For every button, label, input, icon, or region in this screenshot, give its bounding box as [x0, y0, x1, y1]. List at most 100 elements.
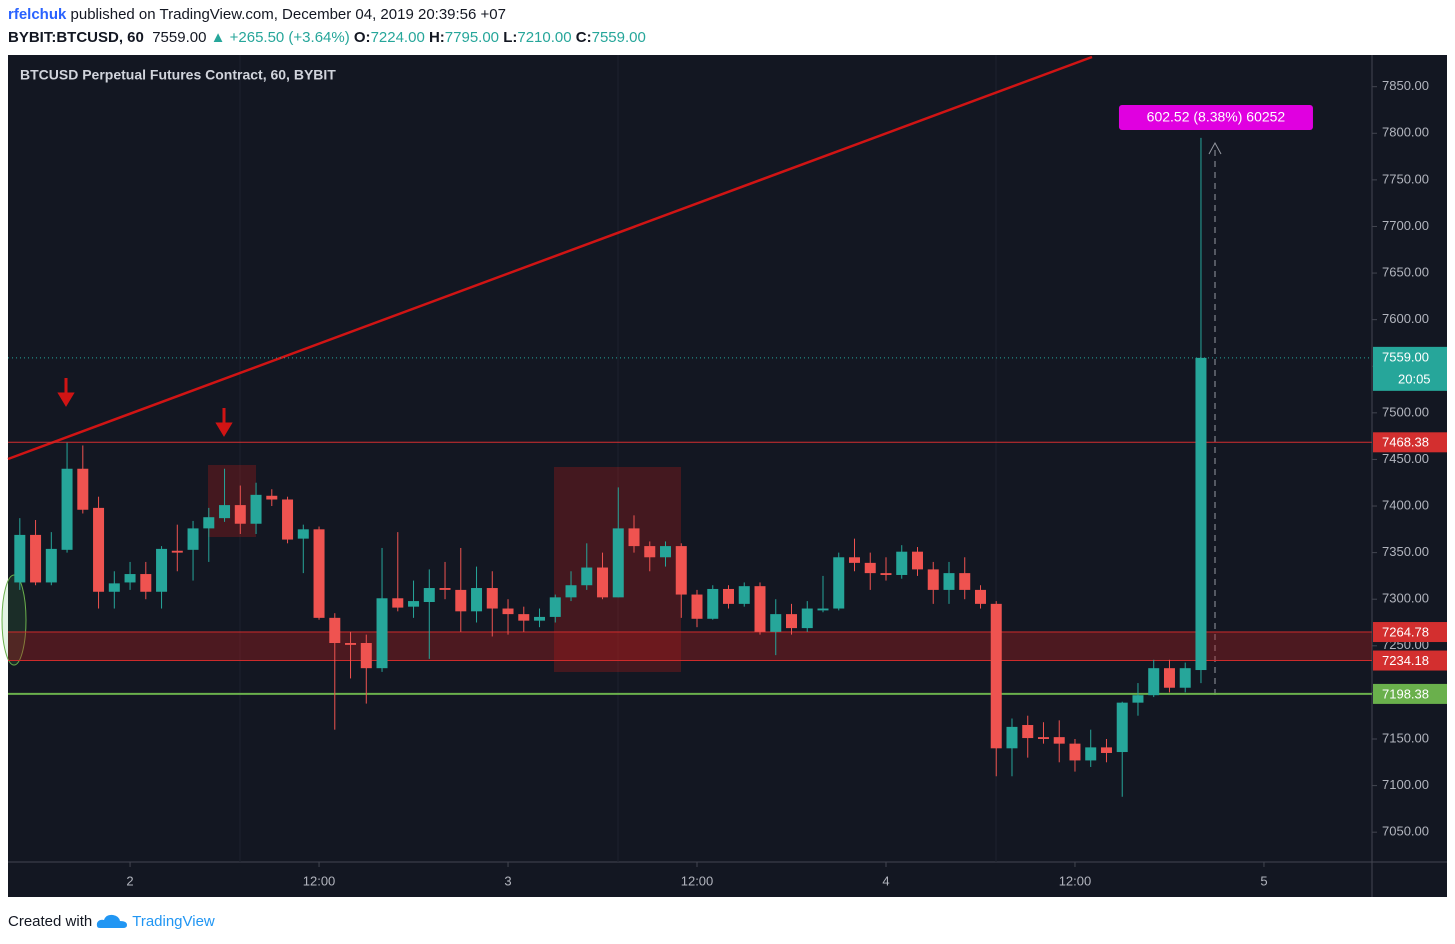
candle-body	[45, 548, 57, 583]
highlight-box	[554, 467, 681, 672]
candle-body	[644, 546, 656, 558]
candle-body	[1022, 725, 1034, 739]
candle-body	[1179, 668, 1191, 688]
y-tick-label: 7850.00	[1382, 78, 1429, 93]
candle-body	[1132, 695, 1144, 703]
arrow	[215, 408, 233, 437]
candle-body	[1085, 747, 1097, 761]
candle-body	[723, 588, 735, 604]
candle-body	[959, 573, 971, 590]
highlight-box	[208, 465, 256, 537]
candle-body	[691, 594, 703, 619]
level-price-box	[1373, 650, 1447, 671]
change: ▲ +265.50 (+3.64%)	[210, 29, 350, 46]
y-tick-label: 7750.00	[1382, 171, 1429, 186]
level-price-label: 7468.38	[1382, 435, 1429, 450]
candle-body	[266, 495, 278, 500]
candle-body	[848, 557, 860, 563]
y-tick-label: 7150.00	[1382, 730, 1429, 745]
candle-body	[171, 550, 183, 553]
level-price-box	[1373, 622, 1447, 643]
candle-body	[738, 586, 750, 604]
y-tick-label: 7800.00	[1382, 125, 1429, 140]
zone	[8, 632, 1372, 661]
trend-line	[7, 55, 1093, 461]
last-price-box	[1373, 346, 1447, 391]
candle-body	[140, 574, 152, 592]
last-price-label: 7559.00	[1382, 349, 1429, 364]
level-price-label: 7198.38	[1382, 686, 1429, 701]
candle-body	[297, 529, 309, 539]
candle-body	[581, 567, 593, 586]
candle-body	[675, 546, 687, 595]
o: 7224.00	[370, 29, 425, 46]
y-tick-label: 7450.00	[1382, 451, 1429, 466]
candle-body	[1006, 726, 1018, 749]
x-tick-label: 2	[126, 873, 133, 888]
y-tick-label: 7050.00	[1382, 824, 1429, 839]
candle-body	[423, 588, 435, 603]
candle-body	[1069, 743, 1081, 761]
candle-body	[1100, 747, 1112, 753]
candle-body	[786, 614, 798, 629]
last: 7559.00	[152, 29, 207, 46]
candle-body	[770, 614, 782, 632]
x-tick-label: 4	[882, 873, 889, 888]
y-tick-label: 7200.00	[1382, 684, 1429, 699]
chart-title: BTCUSD Perpetual Futures Contract, 60, B…	[20, 67, 336, 83]
y-tick-label: 7700.00	[1382, 218, 1429, 233]
candle-body	[313, 529, 325, 618]
candle-body	[392, 598, 404, 608]
candle-body	[628, 528, 640, 547]
candle-body	[707, 588, 719, 619]
candle-body	[534, 616, 546, 621]
measure-label: 602.52 (8.38%) 60252	[1147, 109, 1286, 125]
candle-body	[408, 601, 420, 607]
candle-body	[518, 614, 530, 621]
y-tick-label: 7400.00	[1382, 497, 1429, 512]
candle-body	[612, 528, 624, 598]
level-price-box	[1373, 432, 1447, 453]
l: 7210.00	[517, 29, 572, 46]
candle-body	[360, 643, 372, 669]
candle-body	[974, 589, 986, 604]
candle-body	[61, 468, 73, 550]
level-price-box	[1373, 683, 1447, 704]
c: 7559.00	[591, 29, 646, 46]
candle-body	[754, 586, 766, 632]
x-tick-label: 5	[1260, 873, 1267, 888]
footer-text: Created with	[8, 912, 93, 930]
y-tick-label: 7650.00	[1382, 264, 1429, 279]
level-price-label: 7234.18	[1382, 653, 1429, 668]
candle-body	[93, 507, 105, 592]
candle-body	[1116, 702, 1128, 753]
y-tick-label: 7250.00	[1382, 637, 1429, 652]
header-line-2: BYBIT:BTCUSD, 60 7559.00 ▲ +265.50 (+3.6…	[8, 29, 646, 46]
x-tick-label: 12:00	[681, 873, 714, 888]
candle-body	[124, 574, 136, 583]
candle-body	[455, 589, 467, 612]
candle-body	[376, 598, 388, 669]
candle-body	[502, 608, 514, 615]
candle-body	[1163, 668, 1175, 688]
x-tick-label: 12:00	[303, 873, 336, 888]
candle-body	[896, 551, 908, 575]
candle-body	[471, 588, 483, 612]
arrow	[57, 378, 75, 407]
candle-body	[1037, 737, 1049, 739]
footer-brand: TradingView	[132, 912, 215, 930]
symbol: BYBIT:BTCUSD, 60	[8, 29, 144, 46]
candle-body	[234, 505, 246, 524]
c-label: C:	[575, 29, 592, 46]
l-label: L:	[503, 29, 518, 46]
candle-body	[77, 468, 89, 510]
candle-body	[108, 583, 120, 592]
candle-body	[1148, 668, 1160, 696]
y-tick-label: 7550.00	[1382, 358, 1429, 373]
candle-body	[30, 534, 42, 583]
candle-body	[156, 548, 168, 592]
y-tick-label: 7300.00	[1382, 591, 1429, 606]
candle-body	[660, 546, 672, 558]
header-line-1: rfelchuk published on TradingView.com, D…	[8, 6, 506, 23]
